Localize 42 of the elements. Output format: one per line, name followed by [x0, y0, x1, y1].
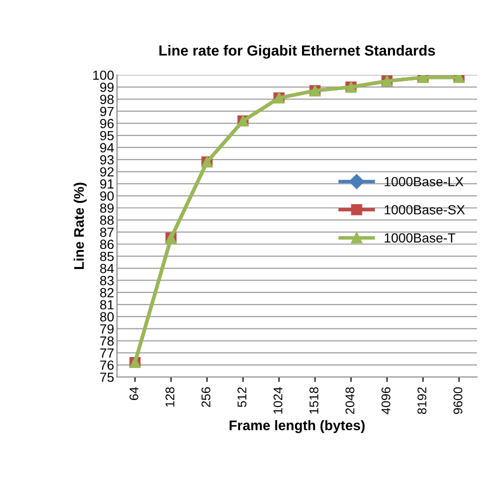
- x-tick-label: 9600: [454, 387, 462, 414]
- x-tick-label: 2048: [346, 387, 354, 414]
- y-tick-label: 78: [100, 336, 114, 346]
- y-tick-label: 90: [100, 191, 114, 201]
- x-tick-label: 256: [202, 387, 210, 407]
- x-tick-label: 128: [166, 387, 174, 407]
- y-tick-label: 94: [100, 143, 114, 152]
- x-tick-label: 1518: [310, 387, 318, 414]
- x-axis-title: Frame length (bytes): [230, 420, 365, 434]
- y-tick-label: 79: [100, 324, 114, 334]
- y-tick-label: 97: [100, 106, 114, 116]
- y-tick-label: 100: [93, 70, 114, 80]
- x-tick-label: 512: [238, 387, 246, 408]
- y-tick-label: 84: [100, 264, 114, 274]
- y-tick-label: 76: [100, 360, 114, 370]
- y-tick-label: 81: [100, 300, 114, 310]
- legend-label: 1000Base-LX: [384, 176, 464, 186]
- y-axis-title: Line Rate (%): [74, 182, 87, 270]
- legend-label: 1000Base-SX: [384, 205, 465, 214]
- x-tick-label: 64: [130, 387, 138, 400]
- y-tick-label: 86: [100, 240, 114, 250]
- y-tick-label: 77: [100, 348, 114, 358]
- y-tick-label: 85: [100, 252, 114, 262]
- y-tick-label: 95: [100, 130, 114, 140]
- y-tick-label: 88: [100, 216, 114, 225]
- y-tick-label: 80: [100, 312, 114, 322]
- y-tick-label: 98: [100, 94, 114, 104]
- y-tick-label: 93: [100, 155, 114, 164]
- y-tick-label: 83: [100, 276, 114, 286]
- chart-title: Line rate for Gigabit Ethernet Standards: [159, 44, 435, 59]
- y-tick-label: 99: [100, 82, 114, 92]
- y-tick-label: 96: [100, 118, 114, 128]
- y-tick-label: 82: [100, 288, 114, 298]
- legend-label: 1000Base-T: [384, 233, 456, 243]
- x-tick-label: 1024: [274, 387, 282, 414]
- y-tick-label: 91: [100, 179, 114, 189]
- x-tick-label: 4096: [382, 387, 390, 414]
- y-tick-label: 75: [100, 372, 114, 382]
- x-tick-label: 8192: [418, 387, 426, 414]
- y-tick-label: 89: [100, 203, 114, 213]
- y-tick-label: 92: [100, 167, 114, 177]
- y-tick-label: 87: [100, 228, 114, 237]
